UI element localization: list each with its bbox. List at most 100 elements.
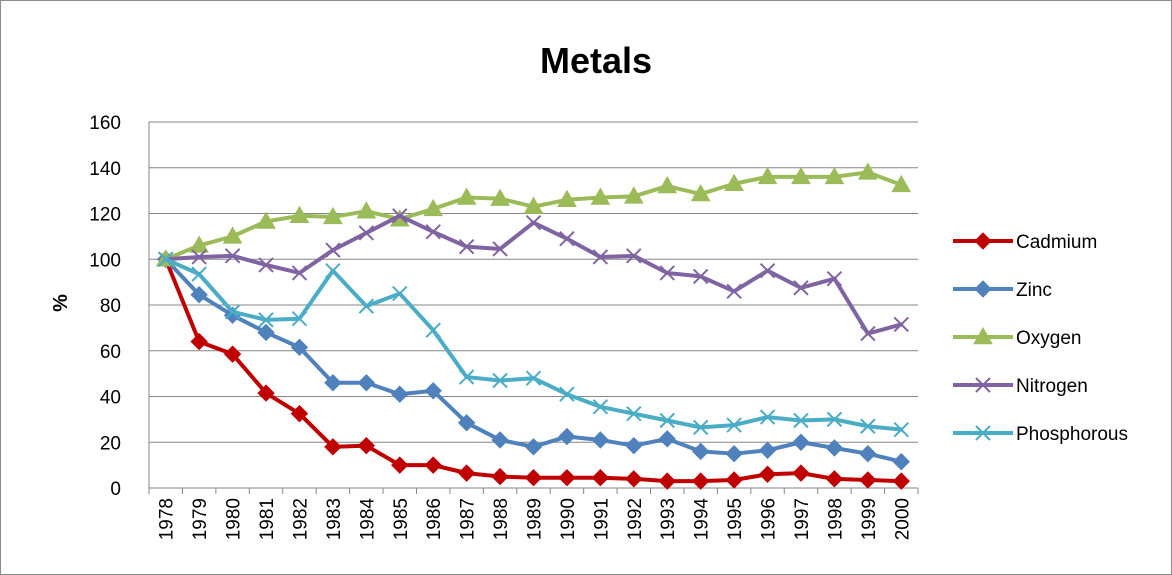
x-marker-stroke: [659, 265, 675, 281]
data-point-nitrogen: [592, 249, 609, 265]
data-point-phosphorous: [659, 412, 675, 429]
data-point-nitrogen: [525, 214, 542, 231]
x-tick-label: 1998: [825, 498, 846, 540]
data-point-cadmium: [892, 472, 910, 490]
data-point-zinc: [825, 439, 844, 457]
y-tick-label: 160: [89, 113, 121, 134]
x-marker-stroke: [893, 421, 909, 438]
data-point-cadmium: [792, 464, 810, 482]
data-point-nitrogen: [759, 262, 776, 279]
x-marker-stroke: [224, 248, 241, 264]
x-marker-stroke: [425, 322, 441, 338]
data-point-zinc: [257, 323, 275, 342]
legend-label: Cadmium: [1016, 232, 1097, 253]
data-point-zinc: [324, 374, 342, 392]
data-point-phosphorous: [826, 411, 843, 428]
data-point-nitrogen: [492, 241, 508, 257]
x-tick-label: 1984: [357, 498, 378, 541]
x-marker-stroke: [291, 265, 308, 281]
legend-item-zinc: Zinc: [953, 280, 1052, 301]
data-point-nitrogen: [893, 316, 909, 333]
data-point-nitrogen: [626, 248, 642, 264]
data-point-cadmium: [290, 404, 309, 423]
x-marker-stroke: [726, 417, 742, 433]
data-point-phosphorous: [525, 370, 542, 386]
data-point-nitrogen: [224, 248, 241, 264]
x-marker-stroke: [559, 230, 575, 247]
data-point-cadmium: [524, 468, 543, 487]
data-point-phosphorous: [793, 412, 809, 429]
x-marker-stroke: [458, 369, 475, 385]
data-point-nitrogen: [692, 268, 709, 285]
data-point-phosphorous: [592, 399, 609, 415]
data-point-oxygen: [891, 174, 912, 193]
x-marker-stroke: [492, 372, 508, 389]
data-point-zinc: [892, 452, 910, 471]
data-point-cadmium: [357, 436, 376, 455]
data-point-nitrogen: [559, 230, 575, 247]
legend-marker: [975, 425, 991, 441]
x-marker-stroke: [826, 270, 843, 287]
x-marker-stroke: [626, 248, 642, 264]
data-point-oxygen: [423, 198, 444, 217]
x-marker-stroke: [425, 224, 441, 240]
x-marker-stroke: [860, 418, 876, 434]
data-point-nitrogen: [793, 280, 809, 296]
x-tick-label: 1994: [692, 498, 713, 541]
y-tick-label: 120: [89, 205, 121, 226]
x-marker-stroke: [392, 285, 408, 302]
data-point-cadmium: [491, 467, 509, 486]
series-lines: [155, 162, 912, 490]
data-point-nitrogen: [458, 238, 475, 255]
x-tick-label: 1999: [859, 498, 880, 540]
legend-item-nitrogen: Nitrogen: [953, 376, 1088, 397]
x-marker-stroke: [726, 283, 742, 299]
data-point-oxygen: [490, 188, 510, 206]
data-point-zinc: [725, 444, 743, 463]
data-point-cadmium: [324, 438, 342, 456]
y-tick-label: 60: [100, 342, 121, 363]
data-point-nitrogen: [826, 270, 843, 287]
data-point-zinc: [424, 382, 442, 400]
data-point-cadmium: [223, 345, 242, 363]
data-point-oxygen: [557, 189, 577, 208]
data-point-oxygen: [523, 196, 544, 214]
data-point-cadmium: [257, 384, 275, 402]
y-axis-label: %: [50, 294, 72, 312]
data-point-phosphorous: [726, 417, 742, 433]
legend: Cadmium Zinc Oxygen Nitrogen Phosphorous: [953, 232, 1128, 445]
axes: 0 20 40 60 80 100 120 140 160 1978 1979 1980 1981 198…: [89, 113, 919, 541]
x-marker-stroke: [291, 311, 308, 327]
x-marker-stroke: [860, 325, 876, 342]
data-point-phosphorous: [325, 262, 341, 279]
x-marker-stroke: [525, 214, 542, 231]
data-point-zinc: [625, 436, 643, 455]
y-tick-label: 40: [100, 388, 121, 409]
x-marker-stroke: [358, 225, 375, 241]
data-point-nitrogen: [860, 325, 876, 342]
x-tick-label: 1991: [591, 498, 612, 540]
series-line-zinc: [163, 257, 904, 464]
data-point-phosphorous: [291, 311, 308, 327]
x-tick-label: 1978: [157, 498, 178, 540]
series-line-nitrogen: [163, 213, 904, 336]
data-point-nitrogen: [726, 283, 742, 299]
data-point-cadmium: [457, 464, 476, 482]
x-marker-stroke: [325, 262, 341, 279]
x-marker-stroke: [559, 386, 575, 402]
data-point-nitrogen: [191, 249, 207, 265]
x-marker-stroke: [224, 304, 241, 320]
x-marker-stroke: [826, 411, 843, 428]
data-point-phosphorous: [191, 266, 207, 282]
data-point-nitrogen: [425, 224, 441, 240]
legend-label: Phosphorous: [1016, 424, 1128, 445]
data-point-phosphorous: [692, 419, 709, 436]
x-marker-stroke: [975, 377, 991, 393]
series-zinc: [157, 250, 910, 471]
x-marker-stroke: [458, 238, 475, 255]
x-tick-label: 1981: [257, 498, 278, 540]
legend-label: Oxygen: [1016, 328, 1081, 349]
x-marker-stroke: [893, 316, 909, 333]
data-point-oxygen: [757, 166, 778, 185]
data-point-cadmium: [658, 472, 676, 490]
